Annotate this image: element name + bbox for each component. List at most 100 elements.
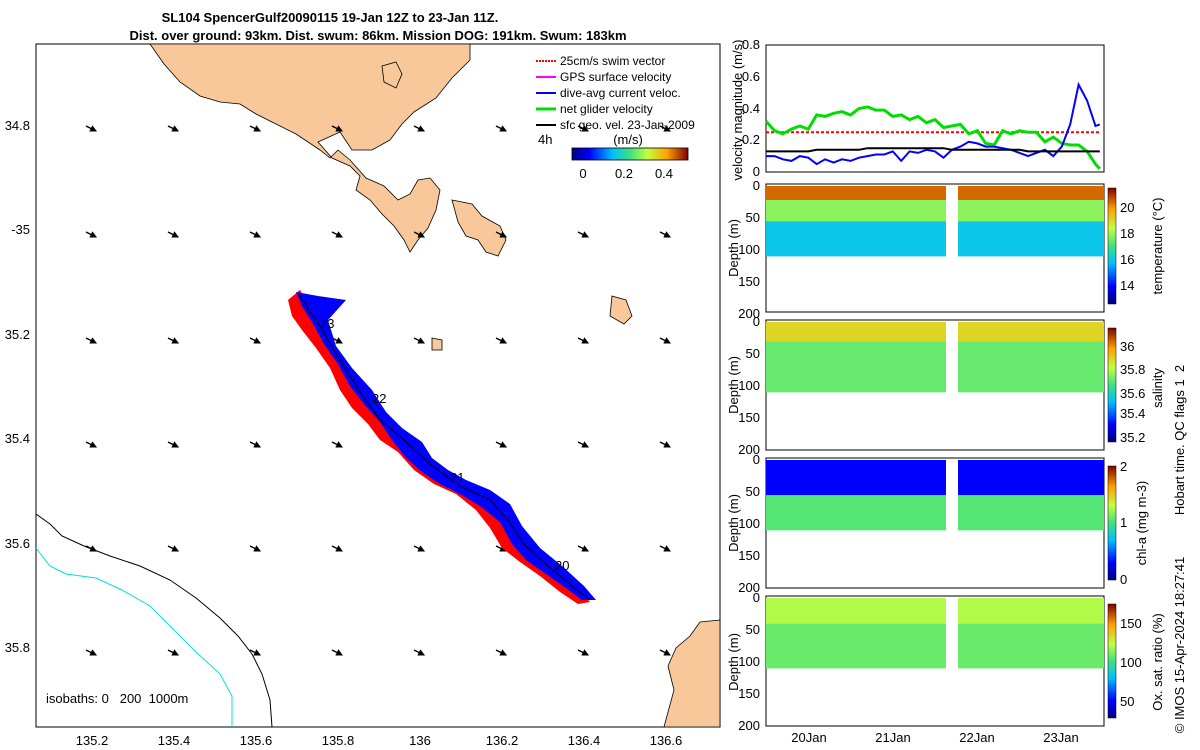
oxygen-section [766, 598, 1104, 669]
geo-velocity-arrow [413, 337, 426, 344]
geo-velocity-arrow [659, 649, 672, 656]
geo-velocity-arrow [85, 441, 98, 448]
geo-velocity-arrow [659, 231, 672, 238]
chla-cb-tick: 0 [1120, 572, 1127, 587]
legend-label-gps: GPS surface velocity [560, 70, 671, 84]
qc-flags-text: Hobart time. QC flags 1 2 [1172, 365, 1187, 515]
depth-tick-labels: 0501001502000501001502000501001502000501… [738, 178, 760, 733]
depth-tick: 200 [738, 306, 760, 321]
temperature-cb-tick: 20 [1120, 200, 1134, 215]
time-tick: 21Jan [875, 730, 910, 745]
time-label: 4h [538, 132, 552, 147]
title-line-2: Dist. over ground: 93km. Dist. swum: 86k… [129, 28, 626, 43]
colorbar-tick: 0.4 [655, 166, 673, 181]
geo-velocity-arrow [659, 337, 672, 344]
geo-velocity-arrow [167, 337, 180, 344]
chla-ylabel: Depth (m) [726, 494, 741, 552]
depth-tick: 150 [738, 686, 760, 701]
oxygen-cb-label: Ox. sat. ratio (%) [1150, 613, 1165, 711]
lon-tick: 136 [409, 733, 431, 748]
geo-velocity-arrow [495, 337, 508, 344]
section-layer [958, 200, 1104, 222]
velocity-y-tick: 0.2 [742, 132, 760, 147]
oxygen-colorbar [1107, 603, 1117, 719]
section-layer [958, 341, 1104, 393]
velocity-y-tick: 0.6 [742, 69, 760, 84]
velocity-y-tick: 0 [753, 164, 760, 179]
oxygen-cb-tick: 100 [1120, 655, 1142, 670]
time-tick: 23Jan [1043, 730, 1078, 745]
geo-velocity-arrow [413, 125, 426, 132]
chla-cb-label: chl-a (mg m-3) [1134, 481, 1149, 566]
section-layer [958, 322, 1104, 342]
salinity-cb-tick: 35.2 [1120, 430, 1145, 445]
lon-tick: 136.6 [650, 733, 683, 748]
map-legend: 25cm/s swim vector GPS surface velocity … [536, 54, 695, 181]
chla-section [766, 460, 1104, 531]
land-corner-se [663, 619, 720, 727]
salinity-cb-tick: 35.4 [1120, 406, 1145, 421]
depth-tick: 100 [738, 654, 760, 669]
geo-velocity-arrow [249, 545, 262, 552]
legend-label-dive-avg: dive-avg current veloc. [560, 86, 681, 100]
depth-tick: 50 [746, 210, 760, 225]
geo-velocity-arrow [249, 441, 262, 448]
depth-tick: 100 [738, 378, 760, 393]
lon-tick-labels: 135.2 135.4 135.6 135.8 136 136.2 136.4 … [76, 733, 683, 748]
land-island-4 [431, 337, 443, 351]
geo-velocity-arrow [413, 545, 426, 552]
geo-velocity-arrow [249, 337, 262, 344]
geo-velocity-arrow [495, 545, 508, 552]
lat-tick: 35.2 [5, 327, 30, 342]
time-axis: 20Jan 21Jan 22Jan 23Jan [791, 730, 1078, 745]
temperature-cb-tick: 16 [1120, 252, 1134, 267]
geo-velocity-arrow [659, 545, 672, 552]
geo-velocity-arrow [495, 649, 508, 656]
chla-panel: 0 1 2 chl-a (mg m-3) Depth (m) [726, 457, 1149, 589]
velocity-series [764, 81, 1101, 170]
salinity-panel: 35.2 35.4 35.6 35.8 36 salinity Depth (m… [726, 319, 1165, 451]
land-island-3 [609, 295, 633, 325]
geo-velocity-arrow [85, 125, 98, 132]
salinity-cb-label: salinity [1150, 368, 1165, 408]
depth-tick: 0 [753, 590, 760, 605]
section-layer [958, 186, 1104, 201]
salinity-cb-tick: 35.8 [1120, 362, 1145, 377]
title-line-1: SL104 SpencerGulf20090115 19-Jan 12Z to … [162, 10, 499, 25]
lat-tick: -35 [11, 222, 30, 237]
depth-tick: 100 [738, 242, 760, 257]
section-layer [958, 598, 1104, 624]
section-layer [958, 460, 1104, 496]
geo-velocity-arrow [85, 231, 98, 238]
section-layer [766, 186, 946, 201]
depth-tick: 100 [738, 516, 760, 531]
section-layer [958, 495, 1104, 531]
temperature-section [766, 186, 1104, 257]
geo-velocity-arrow [495, 125, 508, 132]
chla-colorbar [1107, 465, 1117, 581]
geo-velocity-arrow [331, 231, 344, 238]
section-layer [766, 200, 946, 222]
geo-velocity-arrow [331, 649, 344, 656]
section-layer [766, 460, 946, 496]
geo-velocity-arrow [167, 125, 180, 132]
oxygen-panel: 50 100 150 Ox. sat. ratio (%) Depth (m) [726, 595, 1165, 727]
day-label-22: 22 [372, 391, 386, 406]
velocity-axes-frame [765, 44, 1105, 173]
dive-avg-track-blue [296, 292, 596, 600]
depth-tick: 200 [738, 442, 760, 457]
depth-tick: 150 [738, 410, 760, 425]
lon-tick: 135.6 [240, 733, 273, 748]
velocity-series-line [764, 105, 1101, 170]
chla-cb-tick: 1 [1120, 515, 1127, 530]
depth-tick: 0 [753, 452, 760, 467]
lon-tick: 135.8 [322, 733, 355, 748]
section-layer [766, 341, 946, 393]
isobath-0m [36, 513, 273, 727]
depth-tick: 50 [746, 484, 760, 499]
oxygen-cb-tick: 50 [1120, 694, 1134, 709]
geo-velocity-arrow [495, 231, 508, 238]
geo-velocity-arrow [331, 125, 344, 132]
isobaths-label: isobaths: 0 200 1000m [46, 691, 188, 706]
geo-velocity-arrow [659, 125, 672, 132]
